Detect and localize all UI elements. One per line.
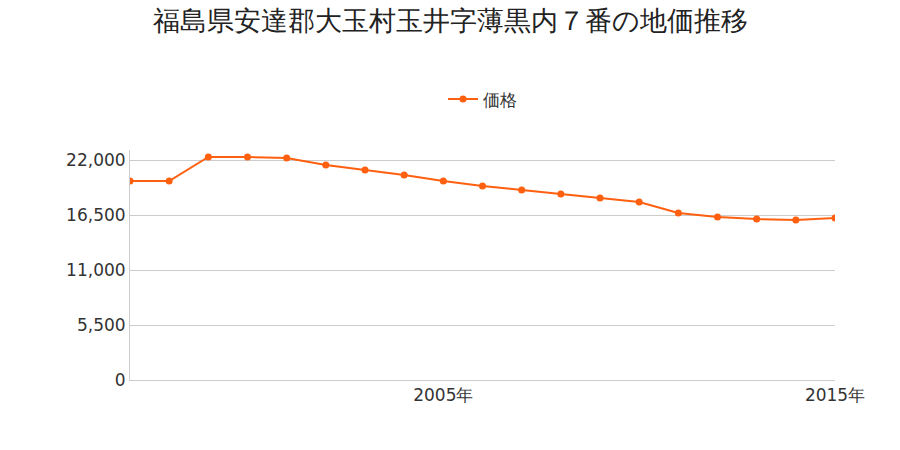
svg-text:2015年: 2015年 — [805, 385, 865, 405]
svg-text:16,500: 16,500 — [66, 205, 125, 225]
svg-text:福島県安達郡大玉村玉井字薄黒内７番の地価推移: 福島県安達郡大玉村玉井字薄黒内７番の地価推移 — [153, 5, 748, 36]
svg-text:22,000: 22,000 — [66, 150, 125, 170]
svg-text:価格: 価格 — [483, 90, 517, 110]
svg-text:11,000: 11,000 — [66, 260, 125, 280]
svg-text:2005年: 2005年 — [413, 385, 473, 405]
svg-text:5,500: 5,500 — [77, 315, 126, 335]
svg-text:0: 0 — [115, 370, 126, 390]
